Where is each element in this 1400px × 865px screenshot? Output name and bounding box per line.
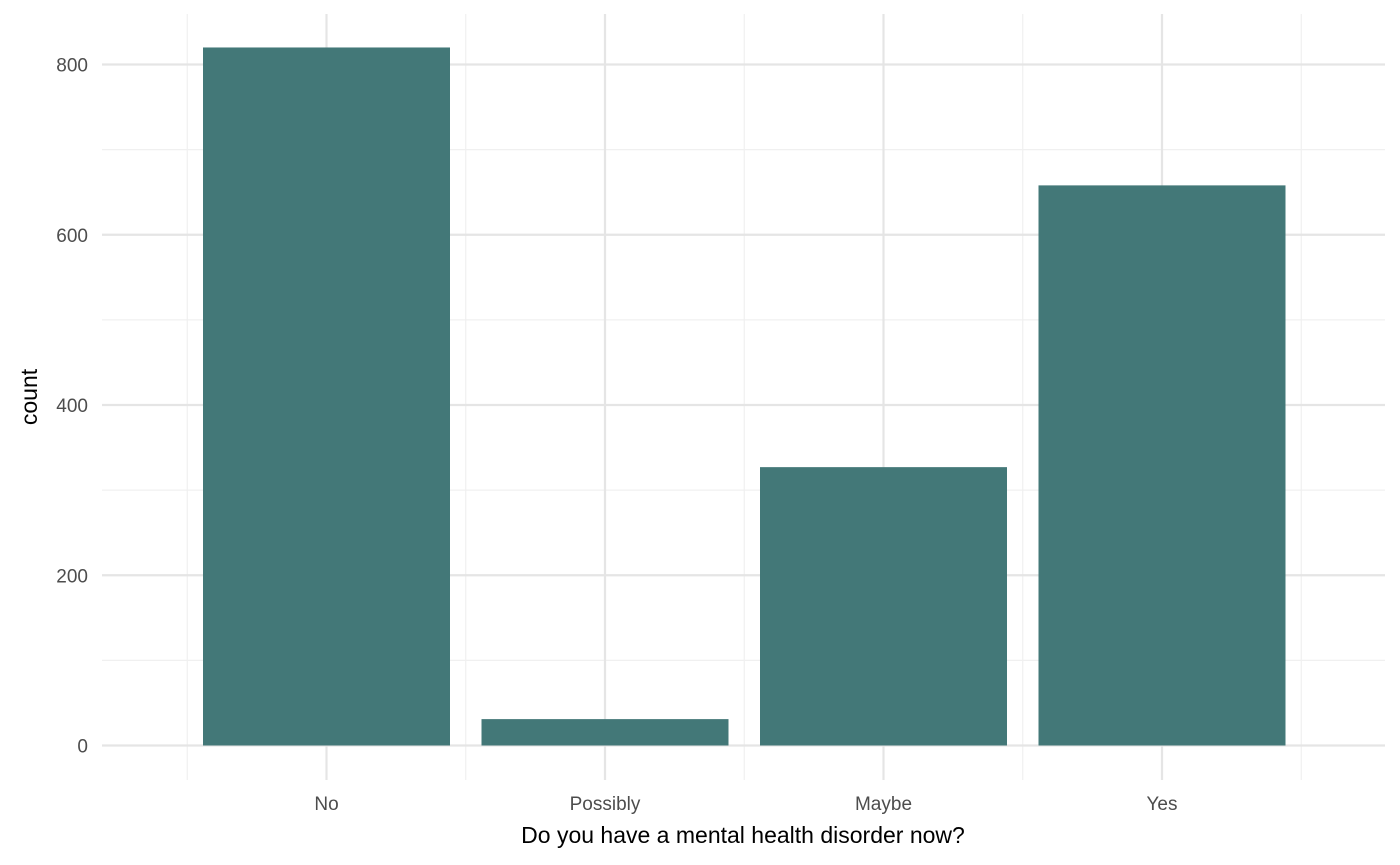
x-tick-label: Possibly <box>570 794 641 815</box>
y-axis-ticks: 0 200 400 600 800 <box>56 56 88 758</box>
x-axis-ticks: No Possibly Maybe Yes <box>314 794 1177 815</box>
bars-layer <box>203 47 1286 746</box>
y-tick-label: 200 <box>56 566 88 587</box>
x-tick-label: Maybe <box>855 794 912 815</box>
y-axis-title: count <box>16 368 42 425</box>
bar-maybe <box>760 467 1007 746</box>
x-tick-label: No <box>314 794 338 815</box>
y-tick-label: 600 <box>56 226 88 247</box>
y-tick-label: 800 <box>56 56 88 77</box>
y-tick-label: 400 <box>56 396 88 417</box>
y-tick-label: 0 <box>77 737 88 758</box>
x-tick-label: Yes <box>1147 794 1178 815</box>
bar-possibly <box>481 719 729 746</box>
bar-yes <box>1038 185 1286 746</box>
x-axis-title: Do you have a mental health disorder now… <box>521 822 965 848</box>
bar-no <box>203 47 450 746</box>
